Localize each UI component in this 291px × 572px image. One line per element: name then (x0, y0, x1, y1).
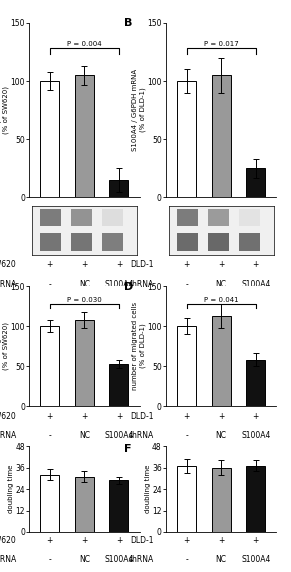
Text: S100A4: S100A4 (241, 555, 270, 565)
Y-axis label: number of migrated cells
(% of DLD-1): number of migrated cells (% of DLD-1) (132, 302, 146, 390)
Text: NC: NC (79, 555, 90, 565)
Text: +: + (81, 260, 88, 269)
Bar (177, 209, 198, 227)
Bar (246, 360, 265, 406)
Text: +: + (47, 536, 53, 545)
Text: shRNA: shRNA (0, 555, 17, 565)
Bar (75, 320, 94, 406)
Text: B: B (124, 18, 132, 27)
Text: +: + (116, 260, 122, 269)
Text: P = 0.041: P = 0.041 (204, 297, 238, 303)
Text: NC: NC (79, 431, 90, 440)
Text: P = 0.004: P = 0.004 (67, 41, 102, 47)
Text: S100A4: S100A4 (241, 280, 270, 289)
Bar (40, 233, 61, 251)
Bar (109, 480, 128, 532)
Text: +: + (81, 412, 88, 421)
Bar (177, 81, 196, 197)
Text: S100A4: S100A4 (104, 280, 134, 289)
Text: +: + (218, 260, 224, 269)
Bar (40, 81, 59, 197)
Bar (71, 233, 92, 251)
Y-axis label: number of migrated cells
(% of SW620): number of migrated cells (% of SW620) (0, 302, 9, 390)
Text: +: + (183, 260, 190, 269)
Text: S100A4: S100A4 (104, 431, 134, 440)
Bar (239, 209, 260, 227)
Bar (239, 233, 260, 251)
Text: +: + (116, 412, 122, 421)
Text: NC: NC (216, 555, 227, 565)
Text: shRNA: shRNA (128, 280, 153, 289)
Text: -: - (185, 280, 188, 289)
Bar (75, 476, 94, 532)
Text: SW620: SW620 (0, 412, 17, 421)
Bar (212, 75, 231, 197)
Text: +: + (218, 412, 224, 421)
Text: P = 0.017: P = 0.017 (204, 41, 239, 47)
Text: NC: NC (216, 431, 227, 440)
Text: DLD-1: DLD-1 (130, 412, 153, 421)
Text: +: + (253, 536, 259, 545)
Bar (40, 475, 59, 532)
Text: shRNA: shRNA (128, 431, 153, 440)
Text: D: D (124, 283, 133, 292)
Text: +: + (183, 412, 190, 421)
Bar (75, 75, 94, 197)
Bar (40, 326, 59, 406)
Text: NC: NC (79, 280, 90, 289)
Text: P = 0.030: P = 0.030 (67, 297, 102, 303)
Bar (208, 209, 229, 227)
Y-axis label: S100A4 / G6PDH mRNA
(% of DLD-1): S100A4 / G6PDH mRNA (% of DLD-1) (132, 69, 146, 151)
Text: NC: NC (216, 280, 227, 289)
Bar (40, 209, 61, 227)
Text: S100A4: S100A4 (241, 431, 270, 440)
Text: -: - (49, 555, 51, 565)
Bar (109, 364, 128, 406)
Y-axis label: doubling time: doubling time (8, 465, 14, 513)
Text: +: + (253, 260, 259, 269)
Bar (177, 466, 196, 532)
Bar (102, 233, 123, 251)
Text: -: - (49, 431, 51, 440)
Text: DLD-1: DLD-1 (130, 536, 153, 545)
Bar (246, 168, 265, 197)
Bar (71, 209, 92, 227)
Text: S100A4: S100A4 (104, 555, 134, 565)
Bar (246, 466, 265, 532)
Y-axis label: S100A4 / G6PDH mRNA
(% of SW620): S100A4 / G6PDH mRNA (% of SW620) (0, 69, 9, 151)
Text: +: + (47, 412, 53, 421)
Text: shRNA: shRNA (0, 280, 17, 289)
Text: shRNA: shRNA (128, 555, 153, 565)
Text: +: + (47, 260, 53, 269)
Text: +: + (253, 412, 259, 421)
Bar (212, 468, 231, 532)
Text: shRNA: shRNA (0, 431, 17, 440)
Text: -: - (49, 280, 51, 289)
Text: SW620: SW620 (0, 536, 17, 545)
Bar (177, 326, 196, 406)
Text: F: F (124, 444, 131, 454)
Bar (109, 180, 128, 197)
Bar (177, 233, 198, 251)
Text: +: + (183, 536, 190, 545)
Y-axis label: doubling time: doubling time (145, 465, 150, 513)
Text: -: - (185, 431, 188, 440)
Text: +: + (218, 536, 224, 545)
Text: DLD-1: DLD-1 (130, 260, 153, 269)
Text: +: + (116, 536, 122, 545)
Bar (102, 209, 123, 227)
Text: +: + (81, 536, 88, 545)
Text: -: - (185, 555, 188, 565)
Bar (208, 233, 229, 251)
Bar (212, 316, 231, 406)
Text: SW620: SW620 (0, 260, 17, 269)
